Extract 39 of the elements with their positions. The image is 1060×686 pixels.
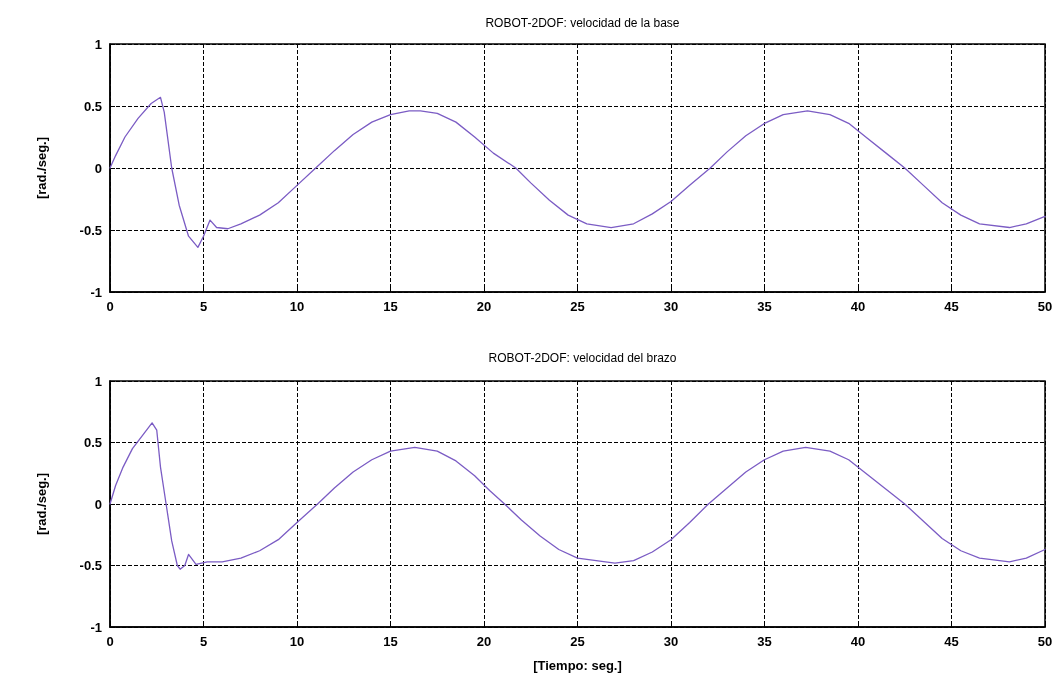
x-tick-label: 45 bbox=[944, 634, 959, 649]
x-tick-label: 35 bbox=[757, 634, 772, 649]
y-tick-label: 0.5 bbox=[83, 435, 102, 450]
y-axis-title: [rad./seg.] bbox=[34, 136, 49, 200]
x-tick-label: 30 bbox=[663, 634, 679, 649]
y-tick-label: 1 bbox=[94, 373, 102, 389]
x-tick-label: 25 bbox=[570, 634, 585, 649]
y-tick-label: -1 bbox=[90, 619, 102, 635]
y-tick-label: 0 bbox=[94, 160, 102, 176]
x-tick-label: 20 bbox=[476, 634, 492, 649]
x-tick-label: 50 bbox=[1037, 299, 1053, 314]
x-axis-title: [Tiempo: seg.] bbox=[533, 658, 622, 673]
x-tick-label: 25 bbox=[570, 299, 585, 314]
chart-title: ROBOT-2DOF: velocidad del brazo bbox=[488, 351, 677, 365]
x-tick-label: 5 bbox=[199, 299, 208, 314]
y-tick-label: -1 bbox=[90, 284, 102, 300]
y-tick-label: 1 bbox=[94, 36, 102, 52]
line-series bbox=[109, 96, 1046, 249]
x-tick-label: 5 bbox=[199, 634, 208, 649]
y-tick-label: 0 bbox=[94, 496, 102, 512]
y-tick-label: -0.5 bbox=[79, 558, 102, 573]
y-axis-title: [rad./seg.] bbox=[34, 472, 49, 536]
x-tick-label: 0 bbox=[106, 299, 114, 314]
x-tick-label: 40 bbox=[850, 299, 866, 314]
y-tick-label: -0.5 bbox=[79, 222, 102, 238]
x-tick-label: 35 bbox=[757, 299, 772, 314]
chart-title: ROBOT-2DOF: velocidad de la base bbox=[485, 16, 680, 30]
x-tick-label: 30 bbox=[663, 299, 679, 314]
x-tick-label: 15 bbox=[383, 634, 398, 649]
x-tick-label: 45 bbox=[944, 299, 959, 314]
x-tick-label: 15 bbox=[383, 299, 398, 314]
x-tick-label: 50 bbox=[1037, 634, 1053, 649]
x-tick-label: 10 bbox=[289, 634, 305, 649]
x-tick-label: 0 bbox=[106, 634, 114, 649]
x-tick-label: 20 bbox=[476, 299, 492, 314]
x-tick-label: 40 bbox=[850, 634, 866, 649]
line-series bbox=[109, 422, 1046, 570]
y-tick-label: 0.5 bbox=[83, 98, 102, 114]
x-tick-label: 10 bbox=[289, 299, 305, 314]
